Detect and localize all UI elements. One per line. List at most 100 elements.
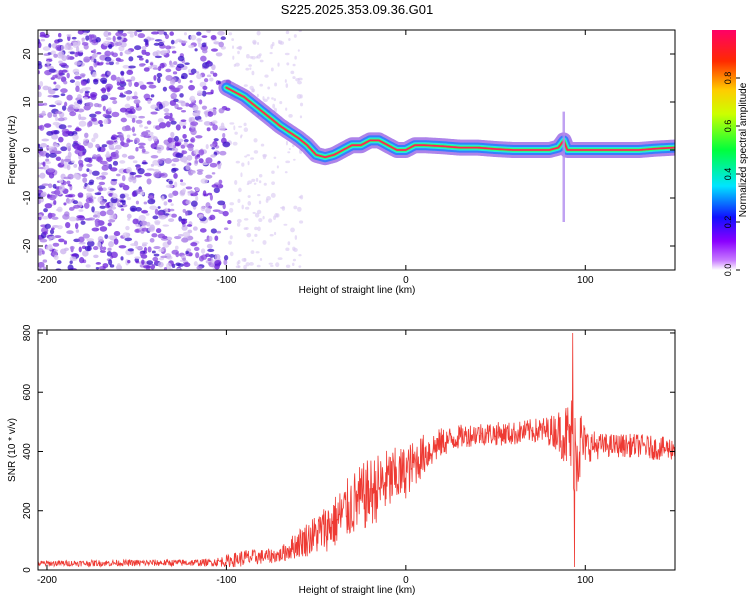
spectrogram-noise-dot bbox=[157, 206, 161, 209]
spectrogram-noise-dot bbox=[184, 210, 189, 217]
spectrogram-noise-dot bbox=[111, 178, 118, 182]
spectrogram-noise-dot bbox=[67, 125, 72, 128]
spectrogram-noise-dot bbox=[188, 44, 195, 49]
spectrogram-noise-dot bbox=[256, 264, 261, 268]
spectrogram-noise-dot bbox=[92, 214, 99, 218]
spectrogram-noise-dot bbox=[200, 205, 206, 212]
spectrogram-noise-dot bbox=[63, 80, 68, 85]
spectrogram-noise-dot bbox=[127, 248, 134, 252]
spectrogram-noise-dot bbox=[207, 257, 212, 262]
spectrogram-noise-dot bbox=[220, 122, 225, 129]
spectrogram-noise-dot bbox=[141, 259, 145, 265]
spectrogram-noise-dot bbox=[173, 172, 178, 179]
spectrogram-noise-dot bbox=[38, 91, 41, 98]
spectrogram-noise-dot bbox=[216, 161, 220, 165]
spectrogram-noise-dot bbox=[58, 69, 63, 76]
spectrogram-noise-dot bbox=[212, 72, 218, 77]
spectrogram-noise-dot bbox=[127, 127, 132, 131]
spectrogram-noise-dot bbox=[249, 67, 252, 70]
spectrogram-noise-dot bbox=[89, 113, 97, 118]
spectrogram-noise-dot bbox=[99, 226, 108, 232]
spectrogram-noise-dot bbox=[80, 220, 86, 225]
spectrogram-noise-dot bbox=[128, 175, 133, 183]
spectrogram-noise-dot bbox=[290, 70, 295, 75]
spectrogram-noise-dot bbox=[165, 68, 172, 73]
spectrogram-noise-dot bbox=[163, 201, 168, 206]
spectrogram-noise-dot bbox=[91, 137, 96, 143]
spectrogram-noise-dot bbox=[298, 265, 302, 268]
spectrogram-noise-dot bbox=[112, 193, 118, 200]
spectrogram-noise-dot bbox=[146, 221, 151, 227]
snr-y-tick-label: 200 bbox=[22, 502, 33, 519]
spectrogram-noise-dot bbox=[212, 109, 217, 116]
spectrogram-noise-dot bbox=[299, 94, 303, 99]
spectrogram-noise-dot bbox=[111, 111, 120, 118]
spectrogram-noise-dot bbox=[252, 88, 255, 93]
spectrogram-noise-dot bbox=[104, 56, 112, 62]
spectrogram-noise-dot bbox=[259, 83, 264, 87]
spectrogram-noise-dot bbox=[248, 64, 252, 67]
spectrogram-noise-dot bbox=[297, 49, 300, 52]
spectrogram-noise-dot bbox=[77, 192, 84, 198]
spectrogram-noise-dot bbox=[177, 138, 184, 143]
spectrogram-noise-dot bbox=[223, 259, 228, 266]
spectrogram-noise-dot bbox=[244, 155, 248, 158]
spectrogram-noise-dot bbox=[288, 37, 291, 41]
spectrogram-noise-dot bbox=[165, 121, 171, 128]
spectrogram-noise-dot bbox=[210, 48, 219, 52]
spectrogram-noise-dot bbox=[120, 70, 125, 76]
spectrogram-noise-dot bbox=[38, 261, 45, 268]
spectrogram-noise-dot bbox=[60, 146, 68, 152]
spectrogram-noise-dot bbox=[166, 262, 172, 270]
spectrogram-noise-dot bbox=[117, 36, 122, 40]
spectrogram-noise-dot bbox=[84, 132, 89, 139]
spectrogram-noise-dot bbox=[246, 154, 251, 157]
spectrogram-noise-dot bbox=[42, 46, 51, 51]
snr-y-tick-label: 800 bbox=[22, 324, 33, 341]
spectrogram-noise-dot bbox=[149, 238, 155, 243]
spectrogram-noise-dot bbox=[152, 159, 159, 166]
spectrogram-noise-dot bbox=[126, 134, 131, 139]
spectrogram-noise-dot bbox=[161, 195, 165, 201]
spectrogram-noise-dot bbox=[78, 257, 85, 264]
spectrogram-y-tick-label: 20 bbox=[22, 48, 33, 60]
spectrogram-noise-dot bbox=[204, 111, 209, 118]
snr-y-tick-label: 600 bbox=[22, 383, 33, 400]
spectrogram-noise-dot bbox=[63, 158, 72, 163]
spectrogram-noise-dot bbox=[174, 143, 180, 147]
spectrogram-noise-dot bbox=[251, 239, 254, 242]
spectrogram-noise-dot bbox=[262, 153, 268, 158]
spectrogram-noise-dot bbox=[78, 236, 85, 243]
spectrogram-noise-dot bbox=[141, 242, 149, 245]
spectrogram-noise-dot bbox=[60, 93, 66, 97]
spectrogram-noise-dot bbox=[133, 99, 141, 105]
spectrogram-noise-dot bbox=[272, 103, 276, 109]
spectrogram-noise-dot bbox=[78, 209, 84, 212]
spectrogram-noise-dot bbox=[128, 80, 133, 87]
spectrogram-noise-dot bbox=[264, 74, 269, 78]
spectrogram-noise-dot bbox=[160, 238, 169, 241]
spectrogram-noise-dot bbox=[126, 69, 134, 75]
spectrogram-noise-dot bbox=[63, 202, 67, 206]
spectrogram-noise-dot bbox=[181, 150, 188, 155]
spectrogram-noise-dot bbox=[81, 37, 85, 44]
spectrogram-noise-dot bbox=[175, 152, 184, 158]
spectrogram-noise-dot bbox=[229, 235, 233, 240]
spectrogram-noise-dot bbox=[263, 182, 267, 186]
spectrogram-noise-dot bbox=[52, 74, 59, 79]
spectrogram-noise-dot bbox=[285, 160, 291, 164]
spectrogram-noise-dot bbox=[95, 143, 100, 149]
spectrogram-noise-dot bbox=[154, 221, 161, 226]
spectrogram-noise-dot bbox=[60, 248, 67, 255]
spectrogram-noise-dot bbox=[124, 49, 132, 55]
spectrogram-noise-dot bbox=[110, 74, 117, 81]
spectrogram-noise-dot bbox=[145, 51, 151, 57]
spectrogram-noise-dot bbox=[38, 267, 42, 270]
spectrogram-noise-dot bbox=[151, 233, 158, 238]
spectrogram-noise-dot bbox=[258, 53, 262, 57]
spectrogram-noise-dot bbox=[101, 175, 106, 180]
spectrogram-noise-dot bbox=[102, 246, 107, 251]
spectrogram-noise-dot bbox=[119, 183, 126, 188]
spectrogram-noise-dot bbox=[118, 132, 124, 139]
spectrogram-noise-dot bbox=[54, 100, 63, 105]
